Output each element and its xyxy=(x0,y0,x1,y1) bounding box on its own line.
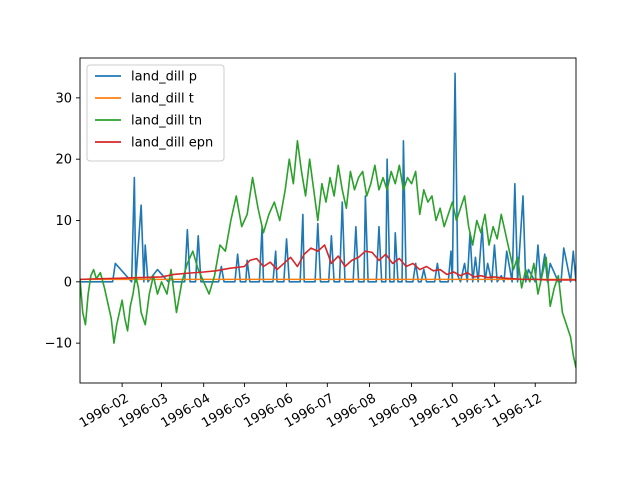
legend-entry-label: land_dill epn xyxy=(131,136,213,151)
legend-entry-label: land_dill p xyxy=(131,70,197,85)
series-line-land-dill-epn xyxy=(80,244,576,281)
legend-entry-label: land_dill t xyxy=(131,92,194,107)
series-layer xyxy=(80,72,576,368)
y-tick-label: 20 xyxy=(55,153,72,168)
legend: land_dill p land_dill t land_dill tn land_d… xyxy=(86,64,225,162)
legend-box xyxy=(86,64,225,162)
y-tick-label: 30 xyxy=(55,91,72,106)
y-tick-label: −10 xyxy=(45,337,72,352)
y-tick-label: 10 xyxy=(55,214,72,229)
legend-entry-label: land_dill tn xyxy=(131,114,202,129)
y-tick-label: 0 xyxy=(64,275,72,290)
series-line-land-dill-tn xyxy=(80,139,576,368)
